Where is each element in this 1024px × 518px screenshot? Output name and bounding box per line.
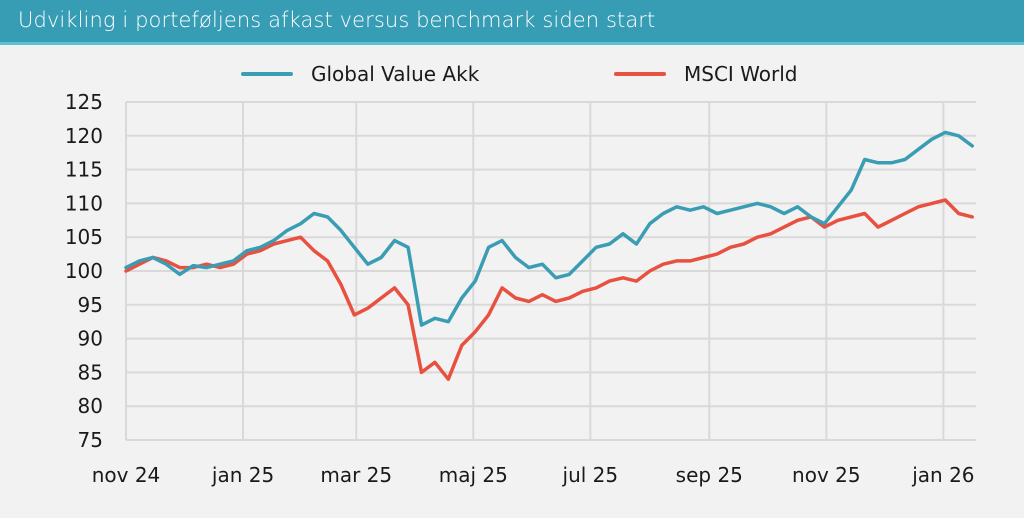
y-tick-label: 75 [78, 428, 103, 452]
x-tick-label: mar 25 [320, 463, 392, 487]
y-tick-label: 120 [65, 124, 103, 148]
legend-swatch-msci-world-icon [614, 72, 666, 76]
series-line [124, 130, 974, 327]
y-tick-label: 110 [65, 191, 103, 215]
legend-label: MSCI World [684, 62, 798, 86]
x-tick-label: jan 25 [211, 463, 274, 487]
x-tick-label: jan 26 [911, 463, 974, 487]
x-tick-label: nov 24 [92, 463, 161, 487]
y-tick-label: 95 [78, 293, 103, 317]
series-lines [124, 130, 974, 381]
y-tick-label: 125 [65, 90, 103, 114]
y-axis-ticks: 75 80 85 90 95 100 105 110 115 120 125 [65, 90, 103, 452]
chart-header: Udvikling i porteføljens afkast versus b… [0, 0, 1024, 45]
y-tick-label: 100 [65, 259, 103, 283]
x-tick-label: sep 25 [676, 463, 743, 487]
x-axis-ticks: nov 24 jan 25 mar 25 maj 25 jul 25 sep 25 nov … [92, 463, 975, 487]
y-tick-label: 80 [78, 394, 103, 418]
y-tick-label: 90 [78, 327, 103, 351]
legend-item-global-value-akk: Global Value Akk [241, 62, 479, 86]
x-tick-label: jul 25 [562, 463, 619, 487]
y-tick-label: 105 [65, 225, 103, 249]
y-tick-label: 115 [65, 158, 103, 182]
legend-item-msci-world: MSCI World [614, 62, 798, 86]
chart-title: Udvikling i porteføljens afkast versus b… [18, 8, 656, 32]
legend-label: Global Value Akk [311, 62, 480, 86]
y-tick-label: 85 [78, 360, 103, 384]
legend-swatch-global-value-akk-icon [241, 72, 293, 76]
x-tick-label: nov 25 [792, 463, 861, 487]
series-line [124, 198, 974, 381]
legend: Global Value Akk MSCI World [0, 62, 1024, 92]
x-tick-label: maj 25 [439, 463, 508, 487]
